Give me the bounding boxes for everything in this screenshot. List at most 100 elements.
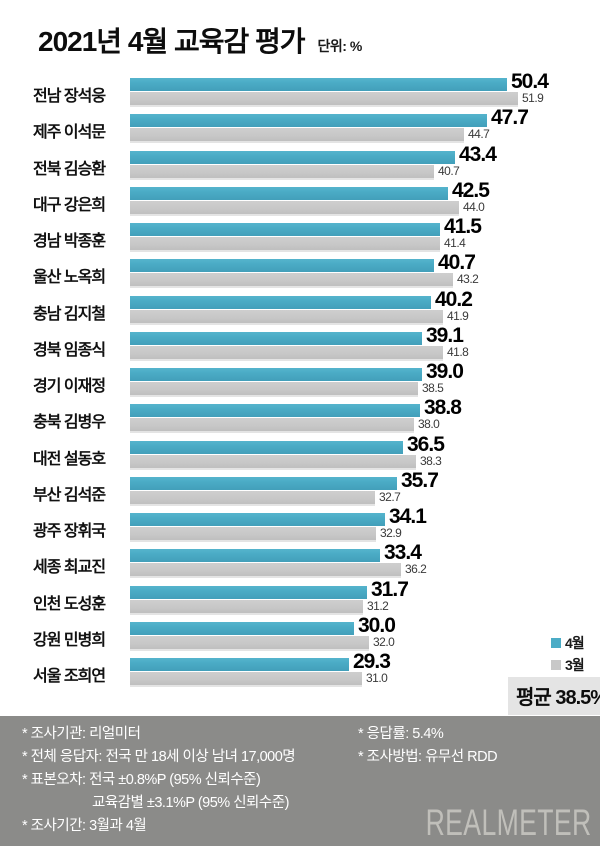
chart-row: 경기 이재정 39.0 38.5	[0, 361, 600, 397]
march-value: 44.7	[468, 127, 490, 142]
chart-row: 세종 최교진 33.4 36.2	[0, 542, 600, 579]
april-bar	[130, 513, 385, 526]
march-value: 38.5	[422, 381, 444, 395]
april-value: 31.7	[371, 577, 409, 601]
april-value: 42.5	[452, 178, 490, 202]
april-value: 33.4	[384, 541, 422, 565]
bar-chart: 전남 장석웅 50.4 51.9 제주 이석문 47.7 44.7 전북 김승환 43.4 40…	[0, 71, 600, 698]
april-value: 36.5	[407, 432, 445, 456]
march-bar	[130, 599, 363, 615]
chart-row: 충북 김병우 38.8 38.0	[0, 397, 600, 434]
march-bar	[130, 454, 416, 470]
chart-row: 울산 노옥희 40.7 43.2	[0, 252, 600, 289]
april-value: 39.0	[426, 360, 464, 383]
april-value: 40.2	[435, 287, 473, 311]
realmeter-logo: REALMETER	[425, 802, 592, 843]
april-bar	[130, 78, 507, 91]
april-bar	[130, 259, 434, 273]
march-bar	[130, 490, 375, 506]
march-bar	[130, 200, 459, 216]
march-bar	[130, 92, 518, 107]
april-value: 29.3	[353, 650, 391, 673]
april-bar	[130, 150, 455, 164]
march-swatch-icon	[551, 660, 561, 670]
chart-row: 전남 장석웅 50.4 51.9	[0, 71, 600, 107]
chart-row: 부산 김석준 35.7 32.7	[0, 470, 600, 506]
march-value: 41.4	[444, 236, 466, 250]
march-bar	[130, 382, 418, 397]
category-label: 전북 김승환	[33, 160, 106, 178]
footer-note: * 조사방법: 유무선 RDD	[358, 749, 498, 765]
category-label: 경기 이재정	[33, 378, 106, 395]
march-value: 32.9	[380, 526, 402, 540]
category-label: 대전 설동호	[33, 450, 106, 468]
legend-item-april: 4월	[551, 633, 585, 653]
chart-row: 충남 김지철 40.2 41.9	[0, 289, 600, 325]
chart-row: 대구 강은희 42.5 44.0	[0, 180, 600, 216]
march-value: 41.8	[447, 344, 469, 359]
april-value: 40.7	[438, 251, 476, 275]
march-value: 32.7	[379, 489, 401, 504]
march-bar	[130, 672, 362, 687]
footer-right-column: * 응답률: 5.4% * 조사방법: 유무선 RDD	[358, 723, 498, 769]
april-bar	[130, 549, 380, 563]
april-bar	[130, 368, 422, 381]
march-bar	[130, 563, 401, 579]
category-label: 경북 임종식	[33, 341, 106, 359]
march-value: 51.9	[522, 91, 544, 105]
april-bar	[130, 223, 440, 236]
march-bar	[130, 635, 369, 651]
unit-label: 단위: %	[317, 38, 363, 54]
chart-row: 제주 이석문 47.7 44.7	[0, 107, 600, 144]
footer-note: * 응답률: 5.4%	[358, 726, 444, 742]
april-bar	[130, 186, 448, 200]
april-bar	[130, 585, 367, 599]
category-label: 강원 민병희	[33, 631, 106, 649]
chart-row: 대전 설동호 36.5 38.3	[0, 434, 600, 470]
legend-item-march: 3월	[551, 655, 585, 675]
chart-row: 인천 도성훈 31.7 31.2	[0, 579, 600, 615]
survey-footer: * 조사기관: 리얼미터 * 전체 응답자: 전국 만 18세 이상 남녀 17,…	[0, 716, 600, 846]
april-value: 43.4	[459, 142, 497, 166]
march-bar	[130, 527, 376, 542]
march-bar	[130, 128, 464, 144]
march-value: 31.0	[366, 671, 388, 685]
march-value: 31.2	[367, 598, 389, 613]
april-value: 47.7	[491, 106, 529, 130]
march-value: 41.9	[447, 308, 469, 323]
category-label: 세종 최교진	[33, 559, 106, 577]
footer-note: * 조사기간: 3월과 4월	[22, 818, 147, 834]
chart-row: 서울 조희연 29.3 31.0	[0, 651, 600, 687]
legend-label-april: 4월	[565, 635, 585, 651]
april-bar	[130, 331, 422, 345]
chart-header: 2021년 4월 교육감 평가 단위: %	[38, 20, 362, 60]
april-bar	[130, 404, 420, 418]
april-bar	[130, 295, 431, 309]
april-value: 35.7	[401, 468, 439, 492]
march-value: 38.0	[418, 417, 440, 432]
april-value: 38.8	[424, 396, 462, 420]
category-label: 전남 장석웅	[33, 88, 106, 105]
march-bar	[130, 309, 443, 325]
category-label: 제주 이석문	[33, 124, 106, 142]
category-label: 서울 조희연	[33, 668, 106, 685]
april-value: 34.1	[389, 505, 427, 528]
average-badge: 평균 38.5%	[508, 677, 600, 715]
april-bar	[130, 621, 354, 635]
march-value: 43.2	[457, 272, 479, 287]
march-bar	[130, 345, 443, 361]
april-value: 41.5	[444, 215, 482, 238]
category-label: 울산 노옥희	[33, 269, 106, 287]
april-bar	[130, 658, 349, 671]
march-value: 36.2	[405, 562, 427, 577]
chart-row: 경남 박종훈 41.5 41.4	[0, 216, 600, 252]
march-bar	[130, 164, 434, 180]
march-bar	[130, 418, 414, 434]
april-value: 50.4	[511, 70, 549, 93]
march-bar	[130, 237, 440, 252]
april-bar	[130, 114, 487, 128]
chart-row: 전북 김승환 43.4 40.7	[0, 144, 600, 180]
march-value: 40.7	[438, 163, 460, 178]
april-bar	[130, 440, 403, 454]
